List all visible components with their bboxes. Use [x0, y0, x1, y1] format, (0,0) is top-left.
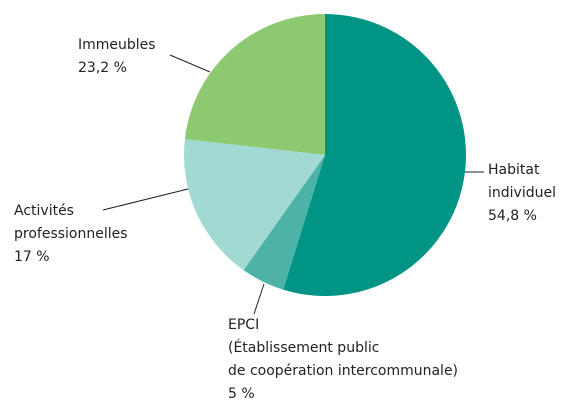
pie-slice: [283, 14, 467, 296]
slice-label: Habitat: [488, 162, 540, 178]
pie-slice: [183, 139, 325, 271]
slice-label: (Établissement public: [228, 339, 379, 356]
slice-label: de coopération intercommunale): [228, 363, 458, 379]
pie-slice: [184, 14, 325, 155]
value-label: 54,8 %: [488, 208, 537, 224]
slice-label: Immeubles: [78, 37, 156, 53]
slice-label: EPCI: [228, 317, 259, 333]
leader-line: [102, 186, 197, 211]
leader-line: [169, 54, 211, 73]
value-label: 17 %: [14, 249, 50, 265]
leader-line: [253, 283, 265, 315]
pie-slice: [243, 155, 325, 290]
value-label: 5 %: [228, 386, 255, 401]
value-label: 23,2 %: [78, 60, 127, 76]
slice-label: individuel: [488, 185, 556, 201]
slice-label: professionnelles: [14, 226, 128, 242]
slice-label: Activités: [14, 203, 74, 219]
